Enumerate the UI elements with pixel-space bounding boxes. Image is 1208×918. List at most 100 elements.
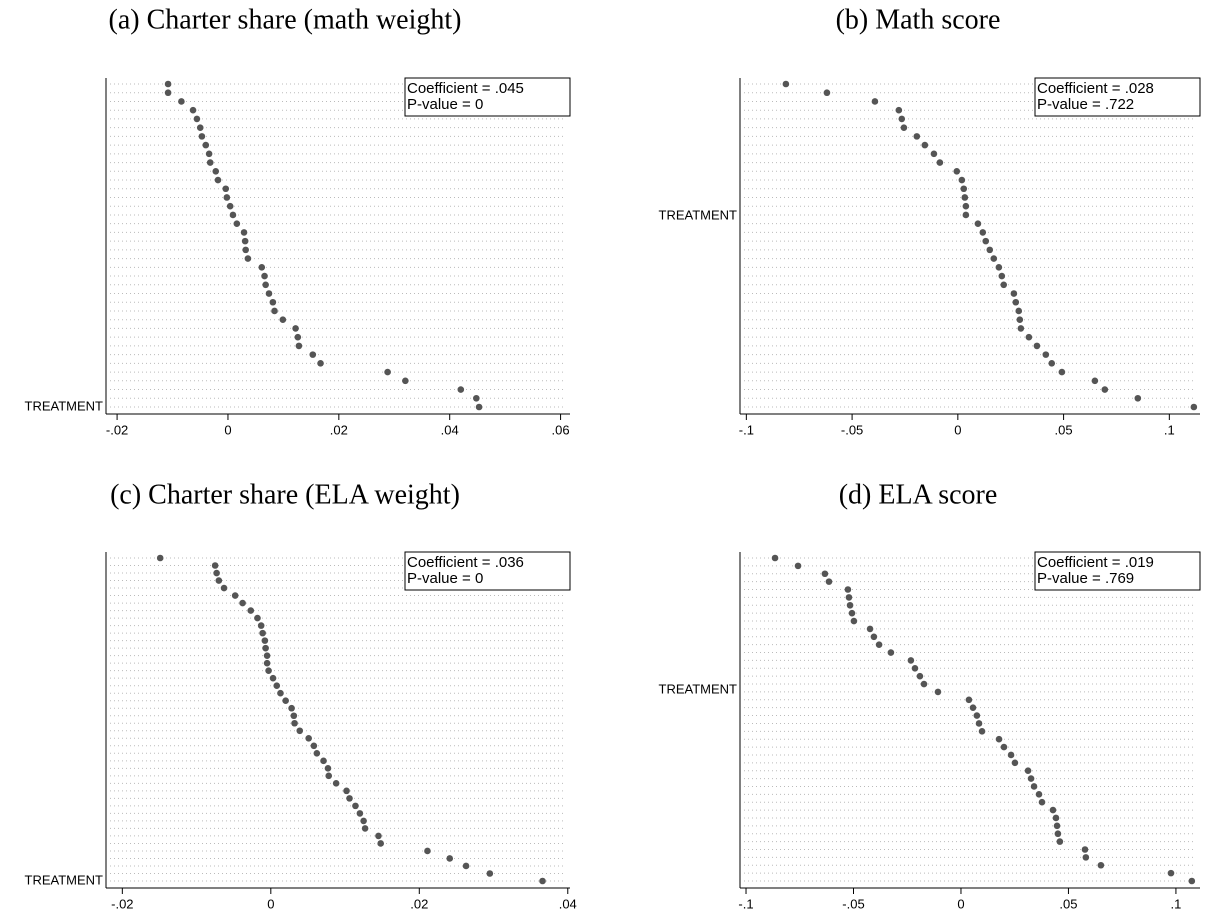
dot — [974, 220, 982, 227]
dot — [473, 394, 480, 402]
dot — [211, 562, 219, 569]
dot — [360, 817, 367, 825]
dot — [282, 697, 289, 705]
dot — [900, 124, 908, 131]
dot — [1000, 743, 1008, 751]
dot — [1056, 838, 1064, 845]
dot — [305, 734, 312, 742]
dot — [871, 98, 879, 105]
dot — [239, 599, 246, 607]
dot — [845, 594, 853, 601]
dot — [1025, 333, 1033, 341]
dot — [240, 229, 248, 236]
dot — [261, 272, 268, 280]
dot — [241, 237, 249, 245]
dot — [898, 115, 906, 123]
dot — [1081, 846, 1089, 853]
panel-title: (d) ELA score — [839, 479, 998, 510]
dot — [982, 237, 990, 245]
dot — [265, 667, 272, 674]
dot — [930, 150, 938, 158]
dot — [198, 133, 206, 140]
dot — [377, 840, 384, 847]
annotation: Coefficient = .028 — [1037, 80, 1154, 97]
dot — [294, 333, 302, 341]
dot — [975, 720, 983, 727]
dot — [271, 307, 278, 315]
x-tick-label: .05 — [1055, 422, 1073, 437]
dot — [156, 554, 164, 562]
dot — [844, 586, 852, 593]
dot — [332, 780, 340, 787]
dot — [324, 765, 332, 772]
dot — [262, 281, 269, 289]
dot — [1054, 830, 1062, 838]
dot — [220, 584, 228, 592]
dot — [263, 659, 271, 667]
dot — [273, 682, 281, 689]
dot — [1188, 877, 1196, 885]
dot — [1016, 316, 1024, 324]
dot — [231, 592, 239, 599]
x-tick-label: .1 — [1164, 422, 1175, 437]
dot — [823, 89, 831, 97]
dot — [1017, 325, 1025, 332]
dot — [1038, 798, 1046, 806]
x-tick-label: -.05 — [842, 896, 864, 911]
dot — [189, 106, 197, 114]
dot — [958, 176, 966, 184]
dot — [457, 386, 465, 393]
x-tick-label: .06 — [552, 422, 570, 437]
dot — [262, 644, 269, 652]
dot — [313, 750, 321, 757]
dot — [247, 607, 255, 614]
x-tick-label: -.02 — [106, 422, 128, 437]
dot — [343, 787, 350, 795]
dot — [936, 159, 944, 166]
dot — [539, 877, 546, 885]
dot — [356, 810, 364, 817]
dot — [259, 629, 266, 637]
dot — [998, 272, 1006, 280]
dot — [1082, 854, 1090, 861]
dot — [960, 185, 968, 193]
dot — [178, 98, 185, 105]
dot — [1035, 791, 1043, 798]
annotation: P-value = 0 — [407, 96, 483, 113]
dot — [352, 802, 359, 810]
dot — [205, 150, 213, 158]
dot — [920, 680, 928, 688]
annotation-box — [1034, 77, 1201, 117]
dot — [913, 133, 921, 140]
dot — [279, 316, 287, 324]
dot — [292, 325, 299, 332]
dot — [1091, 377, 1099, 385]
dot — [962, 211, 970, 219]
dot — [193, 115, 201, 123]
dot — [164, 80, 172, 88]
dot — [1052, 814, 1060, 822]
dot — [953, 167, 961, 175]
dot — [1167, 869, 1175, 877]
dot — [277, 689, 284, 697]
dot — [921, 141, 929, 149]
dot — [1101, 386, 1109, 393]
x-tick-label: .1 — [1171, 896, 1182, 911]
dot — [934, 688, 942, 696]
dot — [1033, 342, 1041, 350]
dot — [213, 569, 220, 577]
dot — [1048, 360, 1056, 367]
x-tick-label: 0 — [224, 422, 231, 437]
x-tick-label: -.1 — [738, 896, 753, 911]
dot — [1042, 351, 1050, 358]
y-category-label: TREATMENT — [25, 398, 104, 413]
dot — [309, 351, 317, 358]
dot — [222, 185, 230, 193]
dot — [978, 728, 986, 735]
dot — [907, 657, 915, 664]
dot — [825, 578, 833, 585]
dot — [1190, 403, 1198, 411]
dot — [375, 832, 382, 840]
